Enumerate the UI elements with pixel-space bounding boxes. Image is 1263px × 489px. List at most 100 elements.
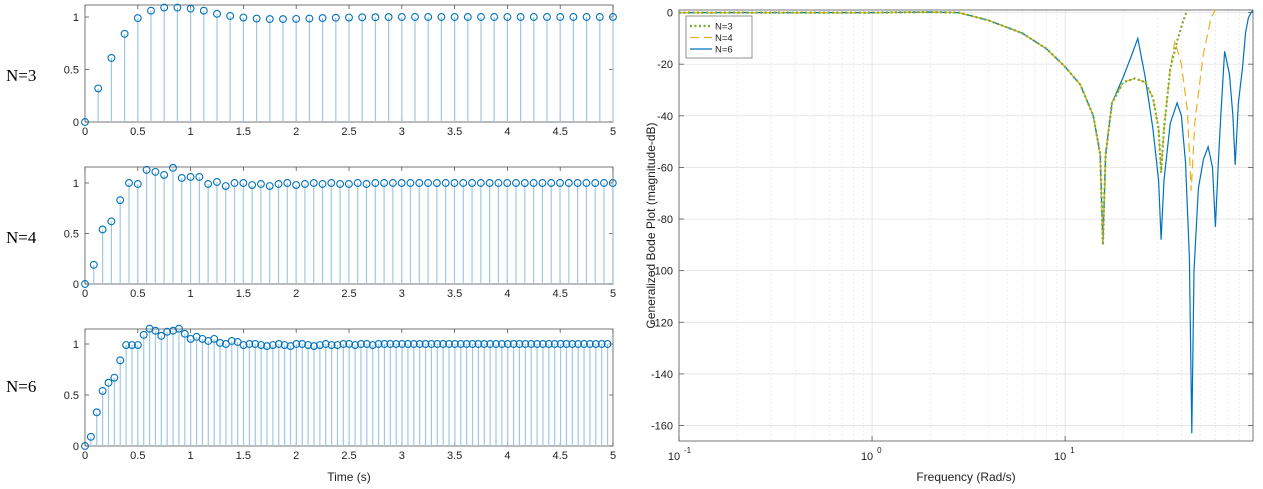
row-label-n3: N=3 [6,66,37,85]
x-tick-label: 0.5 [130,450,145,462]
stem-marker [463,13,472,21]
stem-marker [509,340,518,348]
bode-plot: 0 -20 -40 -60 -80 -100 -120 -140 -160 10 -1 10 0 10 1 N… [651,8,1254,463]
stem-marker [204,180,213,188]
x-tick-label: 1 [188,126,194,138]
stem-marker [538,179,547,187]
stem-marker [151,326,160,335]
x-tick-label: 2.5 [341,126,356,138]
stem-marker [543,13,551,21]
stem-marker [573,179,582,187]
stem-marker [180,329,189,338]
stem-marker [327,179,336,187]
stem-marker [564,179,573,187]
stem-marker [582,13,591,21]
x-axis-label-frequency: Frequency (Rad/s) [916,470,1015,484]
stem-marker [527,340,536,348]
series-line-n4 [679,10,1216,245]
stem-marker [226,11,235,20]
y-tick-label: -140 [651,369,673,381]
stem-marker [173,3,182,12]
stem-marker [450,340,459,348]
row-label-n6: N=6 [6,377,37,396]
y-tick-label: 0 [73,117,79,129]
stem-marker [432,179,441,187]
y-tick-label: -120 [651,317,673,329]
x-tick-label: 2 [293,288,299,300]
stem-marker [485,179,494,187]
stem-marker [315,341,324,349]
x-tick-label: 2.5 [341,288,356,300]
stem-marker [213,9,221,18]
stem-marker [521,340,530,348]
stem-marker [292,14,301,23]
stem-marker [380,179,389,187]
stem-marker [392,340,401,348]
stem-marker [595,13,604,21]
stem-marker [585,340,594,348]
stem-marker [474,340,483,348]
stem-marker [384,13,393,22]
x-tick-label: 5 [610,126,616,138]
stem-marker [309,179,318,187]
stem-marker [195,172,204,181]
stem-marker [544,340,553,348]
stem-marker [98,225,107,234]
x-tick-label: 10 [668,451,680,463]
stem-marker [468,340,477,348]
y-tick-label: -80 [657,214,673,226]
stem-marker [268,341,277,349]
stem-marker [462,340,471,348]
stem-marker [503,340,512,348]
stem-marker [345,340,354,348]
stem-marker [92,408,101,417]
y-axis-label-bode: Generalized Bode Plot (magnitude-dB) [644,122,658,328]
legend-box [685,15,753,59]
stem-marker [529,179,538,187]
stem-marker [318,180,327,188]
x-tick-label: 4 [504,288,510,300]
stem-marker [280,341,289,349]
y-tick-label: 0 [73,279,79,291]
stem-marker [125,179,133,187]
step-plot-n3: 0 0.5 1 1.5 2 2.5 3 3.5 4 4.5 5 0 0.5 1 [64,3,617,138]
stem-marker [371,13,380,22]
stem-marker [388,179,397,187]
stem-marker [160,170,169,179]
stem-marker [339,340,348,348]
stem-marker [177,174,186,182]
x-tick-label: 0 [82,450,88,462]
stem-marker [556,13,565,21]
stem-marker [279,15,287,24]
x-tick-label: 0.5 [130,288,145,300]
stem-marker [86,432,95,441]
stem-marker [199,6,208,15]
stem-marker [252,14,261,23]
stem-marker [107,217,116,226]
stem-marker [409,340,418,348]
stem-marker [210,334,219,343]
stem-marker [486,340,495,348]
stem-marker [292,181,301,189]
stem-marker [582,179,591,187]
stem-marker [533,340,542,348]
stem-marker [257,341,266,349]
step-plot-n4: 0 0.5 1 1.5 2 2.5 3 3.5 4 4.5 5 0 0.5 1 [64,163,617,300]
stem-marker [386,340,395,348]
x-tick-label: 3 [399,288,405,300]
stem-marker [251,340,260,348]
stem-marker [529,13,538,21]
stem-marker [157,331,166,340]
y-tick-label: 0.5 [64,229,79,241]
stem-marker [503,13,512,21]
stem-marker [327,341,336,349]
stem-marker [374,340,383,348]
x-tick-label: 2 [293,450,299,462]
stem-marker [371,179,380,187]
x-tick-label: 3.5 [447,126,462,138]
stem-marker [556,179,564,187]
stem-marker [562,340,571,348]
x-tick-label: 5 [610,450,616,462]
stem-marker [160,3,169,12]
stem-marker [344,180,353,188]
